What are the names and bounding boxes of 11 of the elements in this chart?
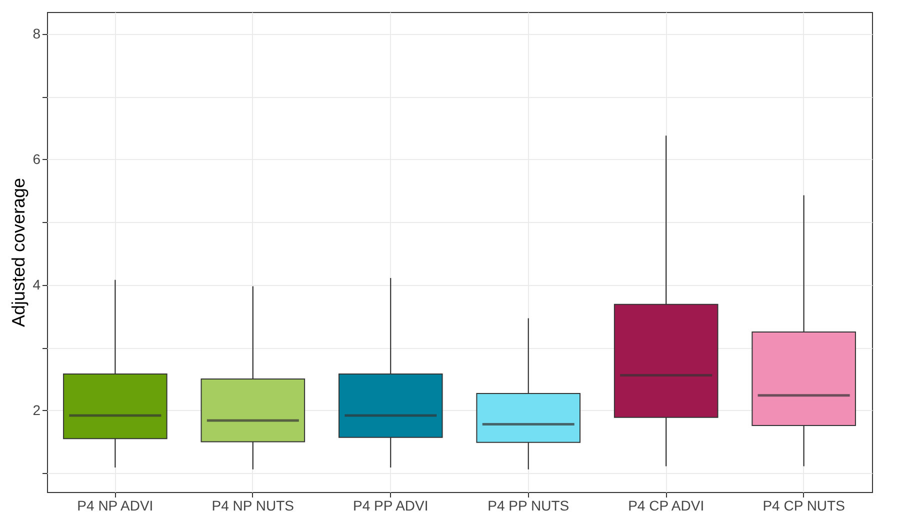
x-tick-label: P4 CP ADVI [628,498,704,514]
x-tick-label: P4 PP NUTS [488,498,570,514]
x-tick-label: P4 NP NUTS [212,498,294,514]
y-tick-label: 8 [32,25,41,42]
y-tick-label: 6 [32,150,41,167]
y-tick-label: 4 [32,276,41,292]
x-tick-label: P4 PP ADVI [353,498,428,514]
x-tick-label: P4 NP ADVI [77,498,154,514]
x-tick-label: P4 CP NUTS [762,498,845,514]
y-tick-label: 2 [32,402,41,418]
y-axis-title: Adjusted coverage [8,178,29,328]
